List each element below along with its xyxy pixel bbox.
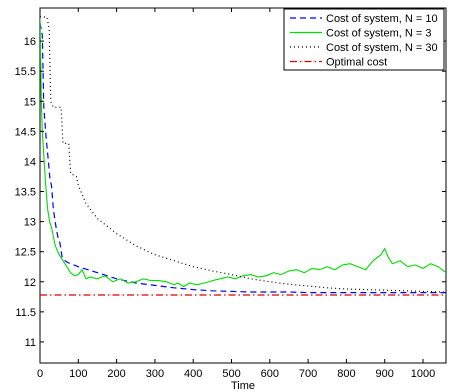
y-tick-label: 16	[24, 36, 36, 48]
x-tick-label: 200	[107, 368, 125, 380]
series-layer	[40, 16, 446, 296]
y-tick-label: 13	[24, 217, 36, 229]
legend: Cost of system, N = 10 Cost of system, N …	[283, 8, 445, 71]
y-tick-label: 14	[24, 156, 36, 168]
y-tick-label: 12	[24, 277, 36, 289]
x-tick-label: 500	[222, 368, 240, 380]
y-tick-label: 14.5	[15, 126, 36, 138]
y-tick-label: 11	[25, 337, 36, 349]
legend-entry: Cost of system, N = 3	[326, 28, 431, 40]
y-tick-label: 11.5	[15, 307, 36, 319]
legend-entry: Cost of system, N = 10	[326, 13, 438, 25]
series-line-2	[40, 16, 446, 288]
y-tick-label: 13.5	[15, 187, 36, 199]
y-tick-label: 15	[24, 96, 36, 108]
x-tick-label: 400	[184, 368, 202, 380]
x-tick-label: 700	[299, 368, 317, 380]
x-tick-label: 1000	[411, 368, 435, 380]
x-tick-label: 800	[337, 368, 355, 380]
x-tick-label: 0	[37, 368, 43, 380]
tick-layer: 0 100 200 300 400 500 600 700 800 900 1000 11 11.5 12…	[15, 8, 446, 380]
x-tick-label: 100	[69, 368, 87, 380]
y-tick-label: 15.5	[15, 66, 36, 78]
legend-entry: Cost of system, N = 30	[326, 42, 438, 54]
series-line-1	[40, 22, 446, 294]
x-tick-label: 900	[376, 368, 394, 380]
y-tick-label: 12.5	[15, 247, 36, 259]
x-axis-label: Time	[231, 380, 255, 392]
series-line-3	[40, 16, 446, 293]
x-tick-label: 300	[146, 368, 164, 380]
legend-entry: Optimal cost	[326, 57, 387, 69]
legend-box	[283, 8, 445, 71]
x-tick-label: 600	[261, 368, 279, 380]
